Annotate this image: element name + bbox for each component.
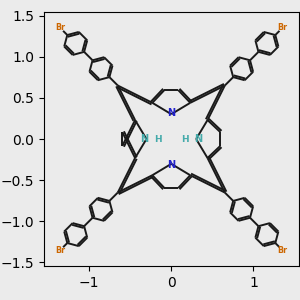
Text: N: N: [194, 134, 202, 144]
Text: Br: Br: [55, 23, 65, 32]
Text: Br: Br: [55, 246, 65, 255]
Text: Br: Br: [278, 246, 288, 255]
Text: N: N: [167, 108, 176, 118]
Text: N: N: [140, 134, 148, 144]
Text: N: N: [167, 160, 176, 170]
Text: H: H: [154, 134, 161, 143]
Text: Br: Br: [278, 23, 288, 32]
Text: H: H: [181, 134, 189, 143]
